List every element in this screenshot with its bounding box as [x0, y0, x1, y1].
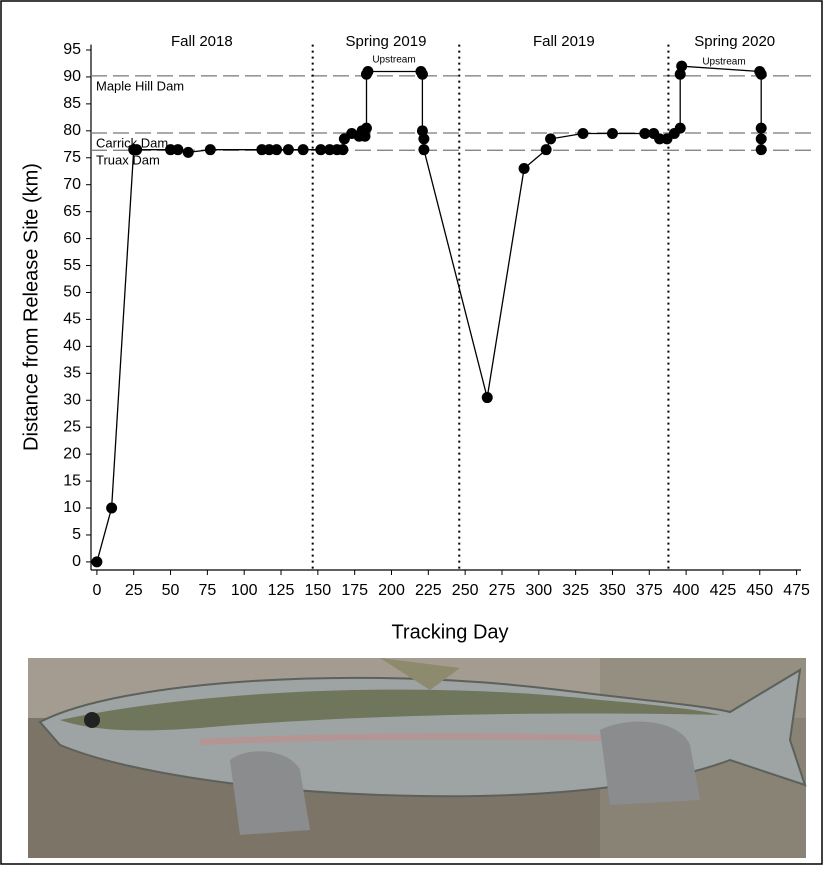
point — [675, 123, 686, 134]
y-tick-label: 75 — [63, 149, 81, 166]
x-tick-label: 225 — [415, 582, 442, 599]
point — [283, 144, 294, 155]
x-tick-label: 200 — [378, 582, 405, 599]
y-tick-label: 25 — [63, 418, 81, 435]
point — [417, 69, 428, 80]
fish-eye — [84, 712, 100, 728]
x-tick-label: 375 — [636, 582, 663, 599]
y-tick-label: 15 — [63, 472, 81, 489]
y-tick-label: 10 — [63, 499, 81, 516]
y-tick-label: 20 — [63, 445, 81, 462]
season-label: Fall 2018 — [171, 33, 233, 50]
y-tick-label: 45 — [63, 311, 81, 328]
point — [756, 123, 767, 134]
dam-label: Maple Hill Dam — [96, 78, 184, 93]
x-tick-label: 0 — [92, 582, 101, 599]
y-tick-label: 90 — [63, 68, 81, 85]
x-axis-title: Tracking Day — [391, 621, 508, 643]
point — [756, 69, 767, 80]
annotation: Upstream — [702, 57, 745, 68]
y-axis-title: Distance from Release Site (km) — [20, 163, 42, 451]
y-tick-label: 40 — [63, 338, 81, 355]
point — [676, 61, 687, 72]
y-tick-label: 30 — [63, 391, 81, 408]
y-tick-label: 5 — [72, 526, 81, 543]
annotation: Upstream — [372, 55, 415, 66]
point — [106, 503, 117, 514]
point — [607, 128, 618, 139]
point — [418, 133, 429, 144]
x-tick-label: 325 — [562, 582, 589, 599]
point — [418, 144, 429, 155]
point — [205, 144, 216, 155]
point — [362, 66, 373, 77]
y-tick-label: 35 — [63, 365, 81, 382]
x-tick-label: 50 — [162, 582, 180, 599]
point — [541, 144, 552, 155]
point — [298, 144, 309, 155]
y-tick-label: 80 — [63, 122, 81, 139]
x-tick-label: 100 — [231, 582, 258, 599]
y-tick-label: 85 — [63, 95, 81, 112]
point — [131, 144, 142, 155]
x-tick-label: 75 — [198, 582, 216, 599]
page: Distance from Release Site (km) Tracking… — [0, 0, 823, 870]
y-tick-label: 55 — [63, 257, 81, 274]
season-label: Spring 2020 — [694, 33, 775, 50]
point — [91, 556, 102, 567]
y-tick-label: 95 — [63, 41, 81, 58]
x-tick-label: 150 — [304, 582, 331, 599]
figure: Distance from Release Site (km) Tracking… — [0, 0, 823, 865]
y-tick-label: 50 — [63, 284, 81, 301]
point — [519, 163, 530, 174]
point — [756, 144, 767, 155]
x-tick-label: 25 — [125, 582, 143, 599]
x-tick-label: 450 — [746, 582, 773, 599]
dam-label: Truax Dam — [96, 153, 160, 168]
x-tick-label: 300 — [525, 582, 552, 599]
point — [271, 144, 282, 155]
season-label: Spring 2019 — [346, 33, 427, 50]
y-tick-label: 0 — [72, 553, 81, 570]
point — [172, 144, 183, 155]
season-label: Fall 2019 — [533, 33, 595, 50]
y-tick-label: 60 — [63, 230, 81, 247]
x-tick-label: 175 — [341, 582, 368, 599]
point — [183, 147, 194, 158]
y-tick-label: 65 — [63, 203, 81, 220]
x-tick-label: 350 — [599, 582, 626, 599]
x-tick-label: 125 — [268, 582, 295, 599]
point — [337, 144, 348, 155]
point — [756, 133, 767, 144]
point — [577, 128, 588, 139]
x-tick-label: 250 — [452, 582, 479, 599]
x-tick-label: 425 — [710, 582, 737, 599]
x-tick-label: 400 — [673, 582, 700, 599]
y-tick-label: 70 — [63, 176, 81, 193]
point — [545, 133, 556, 144]
x-tick-label: 475 — [783, 582, 810, 599]
point — [361, 123, 372, 134]
point — [482, 392, 493, 403]
x-tick-label: 275 — [489, 582, 516, 599]
photo — [28, 658, 806, 858]
